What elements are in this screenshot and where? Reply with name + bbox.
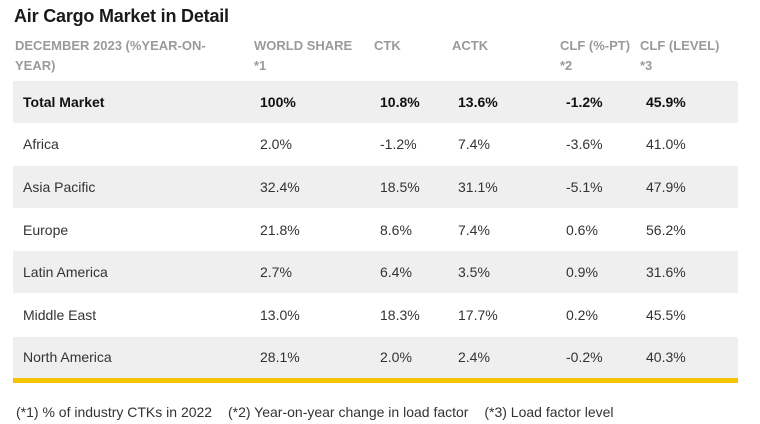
header-ctk: CTK (374, 38, 401, 53)
cell-region: Africa (23, 136, 59, 153)
cell-clf-level: 40.3% (646, 349, 686, 366)
cell-region: Asia Pacific (23, 178, 96, 195)
cell-ctk: 10.8% (380, 93, 420, 110)
cell-ctk: 2.0% (380, 349, 412, 366)
header-actk: ACTK (452, 38, 489, 53)
cell-world-share: 21.8% (260, 221, 300, 238)
cell-clf-pt: -0.2% (566, 349, 603, 366)
cell-ctk: -1.2% (380, 136, 417, 153)
cell-ctk: 18.3% (380, 306, 420, 323)
cell-clf-pt: -3.6% (566, 136, 603, 153)
footnotes: (*1) % of industry CTKs in 2022 (*2) Yea… (16, 404, 626, 420)
cell-ctk: 8.6% (380, 221, 412, 238)
cell-ctk: 6.4% (380, 264, 412, 281)
header-region: DECEMBER 2023 (%YEAR-ON-YEAR) (15, 38, 206, 73)
table-accent-divider (13, 378, 738, 383)
cell-actk: 13.6% (458, 93, 498, 110)
cell-actk: 3.5% (458, 264, 490, 281)
footnote-1: (*1) % of industry CTKs in 2022 (16, 404, 213, 420)
cell-clf-level: 41.0% (646, 136, 686, 153)
cell-actk: 2.4% (458, 349, 490, 366)
cell-clf-pt: -1.2% (566, 93, 603, 110)
footnote-3: (*3) Load factor level (484, 404, 614, 420)
table-row-north-america: North America 28.1% 2.0% 2.4% -0.2% 40.3… (13, 336, 738, 380)
cell-clf-pt: 0.9% (566, 264, 598, 281)
cell-clf-pt: 0.2% (566, 306, 598, 323)
cell-ctk: 18.5% (380, 178, 420, 195)
cell-region: Middle East (23, 306, 97, 323)
header-clf-pt: CLF (%-PT) *2 (560, 38, 631, 73)
cell-region: Europe (23, 221, 69, 238)
cell-world-share: 13.0% (260, 306, 300, 323)
cell-clf-pt: 0.6% (566, 221, 598, 238)
cell-world-share: 32.4% (260, 178, 300, 195)
air-cargo-table: DECEMBER 2023 (%YEAR-ON-YEAR) WORLD SHAR… (13, 32, 738, 380)
cell-region: Total Market (23, 93, 105, 110)
cell-actk: 31.1% (458, 178, 498, 195)
cell-clf-level: 47.9% (646, 178, 686, 195)
table-header-row: DECEMBER 2023 (%YEAR-ON-YEAR) WORLD SHAR… (13, 32, 738, 81)
cell-actk: 7.4% (458, 221, 490, 238)
table-row-europe: Europe 21.8% 8.6% 7.4% 0.6% 56.2% (13, 208, 738, 252)
footnote-2: (*2) Year-on-year change in load factor (227, 404, 469, 420)
cell-clf-level: 45.9% (646, 93, 686, 110)
cell-clf-level: 31.6% (646, 264, 686, 281)
cell-clf-pt: -5.1% (566, 178, 603, 195)
cell-actk: 17.7% (458, 306, 498, 323)
header-clf-level: CLF (LEVEL) *3 (640, 38, 720, 73)
table-row-middle-east: Middle East 13.0% 18.3% 17.7% 0.2% 45.5% (13, 293, 738, 337)
cell-clf-level: 56.2% (646, 221, 686, 238)
table-row-asia-pacific: Asia Pacific 32.4% 18.5% 31.1% -5.1% 47.… (13, 166, 738, 209)
cell-world-share: 100% (260, 93, 296, 110)
cell-region: North America (23, 349, 112, 366)
table-row-africa: Africa 2.0% -1.2% 7.4% -3.6% 41.0% (13, 123, 738, 167)
cell-actk: 7.4% (458, 136, 490, 153)
table-row-total-market: Total Market 100% 10.8% 13.6% -1.2% 45.9… (13, 81, 738, 124)
cell-world-share: 28.1% (260, 349, 300, 366)
cell-world-share: 2.7% (260, 264, 292, 281)
cell-world-share: 2.0% (260, 136, 292, 153)
cell-region: Latin America (23, 264, 108, 281)
table-row-latin-america: Latin America 2.7% 6.4% 3.5% 0.9% 31.6% (13, 251, 738, 294)
header-world-share: WORLD SHARE *1 (254, 38, 353, 73)
cell-clf-level: 45.5% (646, 306, 686, 323)
table-title: Air Cargo Market in Detail (14, 6, 229, 26)
